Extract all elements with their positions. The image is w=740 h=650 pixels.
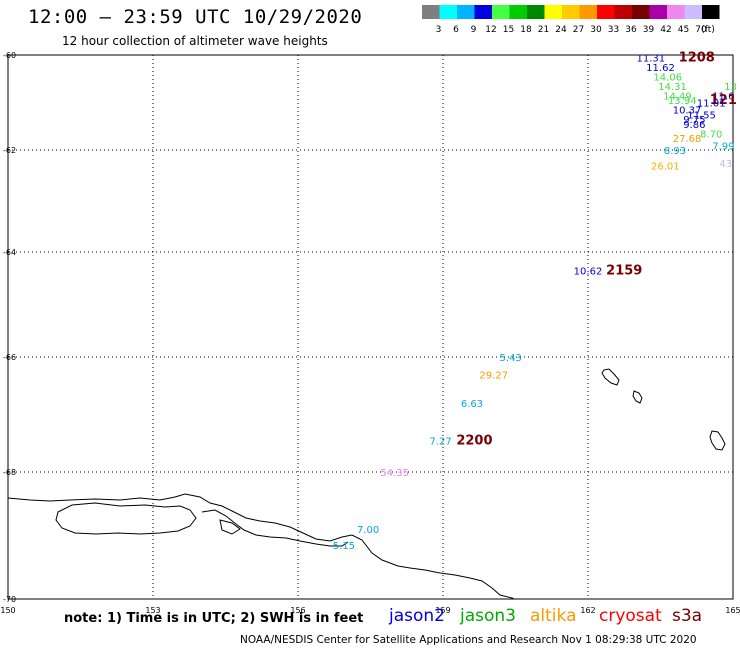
colorbar-swatch (509, 5, 527, 19)
colorbar-label: 21 (538, 25, 549, 35)
wave-height-label: 10.37 (673, 106, 702, 117)
colorbar-label: 6 (453, 25, 459, 35)
colorbar-swatch (422, 5, 440, 19)
legend-s3a: s3a (672, 606, 703, 626)
wave-height-label: 5.15 (333, 541, 355, 552)
pass-time-label: 1208 (679, 50, 715, 65)
colorbar-label: 70 (695, 25, 707, 35)
island-outline-2 (632, 390, 643, 404)
wave-height-label: 11.62 (646, 63, 675, 74)
colorbar-swatch (457, 5, 475, 19)
colorbar-label: 45 (678, 25, 689, 35)
colorbar-unit: (ft) (701, 25, 715, 35)
wave-height-label: 8.70 (700, 129, 722, 140)
longitude-tick-label: 156 (290, 606, 305, 615)
wave-height-label: 9.86 (683, 120, 705, 131)
map-title: 12:00 – 23:59 UTC 10/29/2020 (28, 6, 363, 28)
latitude-tick-label: -66 (3, 353, 16, 362)
latitude-tick-label: -64 (3, 248, 16, 257)
map-subtitle: 12 hour collection of altimeter wave hei… (62, 34, 328, 48)
colorbar-swatch (702, 5, 720, 19)
colorbar-swatch (667, 5, 685, 19)
wave-height-label: 11.01 (697, 99, 726, 110)
pass-time-label: 2200 (456, 433, 492, 448)
colorbar-swatch (562, 5, 580, 19)
credit-line: NOAA/NESDIS Center for Satellite Applica… (240, 634, 697, 646)
latitude-tick-label: -68 (3, 468, 16, 477)
wave-height-label: 7.00 (357, 525, 379, 536)
colorbar-label: 39 (643, 25, 655, 35)
pass-time-label: 121 (710, 93, 737, 108)
wave-height-label: 54.35 (380, 468, 409, 479)
footer-note: note: 1) Time is in UTC; 2) SWH is in fe… (64, 611, 364, 626)
colorbar-swatch (579, 5, 597, 19)
colorbar-label: 27 (573, 25, 584, 35)
longitude-tick-label: 153 (145, 606, 160, 615)
legend-altika: altika (530, 606, 577, 626)
wave-height-label: 14.06 (653, 72, 682, 83)
colorbar-label: 24 (555, 25, 567, 35)
colorbar-swatch (614, 5, 632, 19)
colorbar-label: 9 (471, 25, 477, 35)
colorbar-label: 15 (503, 25, 514, 35)
colorbar-label: 33 (608, 25, 619, 35)
coastal-inlet-outline (201, 509, 349, 547)
coastal-peninsula-outline (55, 502, 197, 535)
wave-height-label: 14.31 (658, 82, 687, 93)
latitude-tick-label: -62 (3, 146, 16, 155)
wave-height-label: 5.43 (500, 353, 522, 364)
colorbar-swatch (632, 5, 650, 19)
latitude-tick-label: -60 (3, 51, 16, 60)
wave-height-label: 11.55 (687, 110, 716, 121)
wave-height-label: 9.75 (683, 115, 705, 126)
antarctic-coastline (7, 493, 515, 600)
wave-height-label: 6.63 (461, 399, 483, 410)
wave-height-label: 7.27 (429, 436, 451, 447)
wave-height-colorbar: 3 6 9 12 15 18 21 24 27 30 33 36 39 42 45 70(ft) (422, 5, 720, 35)
wave-height-label: 14.49 (663, 91, 692, 102)
island-outline-3 (709, 430, 726, 451)
wave-height-label: 13.94 (668, 96, 697, 107)
wave-height-label: 10.62 (574, 266, 603, 277)
colorbar-swatch (649, 5, 667, 19)
colorbar-swatch (684, 5, 702, 19)
wave-height-label: 29.27 (479, 370, 508, 381)
wave-height-label: 27.68 (673, 134, 702, 145)
colorbar-swatch (544, 5, 562, 19)
wave-height-label: 7.99 (712, 141, 734, 152)
coastal-island-outline (219, 519, 241, 535)
colorbar-swatch (474, 5, 492, 19)
legend-jason3: jason3 (460, 606, 516, 626)
island-outline-1 (601, 368, 620, 386)
wave-height-label: 43 (719, 159, 732, 170)
colorbar-label: 18 (520, 25, 532, 35)
pass-time-label: 2159 (606, 263, 642, 278)
colorbar-swatch (492, 5, 510, 19)
legend-cryosat: cryosat (599, 606, 662, 626)
wave-height-label: 26.01 (651, 161, 680, 172)
wave-height-label: 8.93 (664, 146, 686, 157)
wave-height-label: 13 (724, 82, 737, 93)
wave-height-label: 11.6 (712, 91, 734, 102)
colorbar-swatch (527, 5, 545, 19)
colorbar-label: 30 (590, 25, 602, 35)
colorbar-label: 12 (485, 25, 496, 35)
longitude-tick-label: 165 (725, 606, 740, 615)
longitude-tick-label: 162 (580, 606, 595, 615)
map-frame (7, 54, 734, 600)
wave-height-label: 11.31 (637, 53, 666, 64)
colorbar-swatch (597, 5, 615, 19)
longitude-tick-label: 159 (435, 606, 450, 615)
colorbar-label: 36 (625, 25, 637, 35)
colorbar-label: 3 (436, 25, 442, 35)
colorbar-swatch (439, 5, 457, 19)
latitude-tick-label: -70 (3, 595, 16, 604)
legend-jason2: jason2 (389, 606, 445, 626)
colorbar-label: 42 (660, 25, 671, 35)
longitude-tick-label: 150 (0, 606, 15, 615)
